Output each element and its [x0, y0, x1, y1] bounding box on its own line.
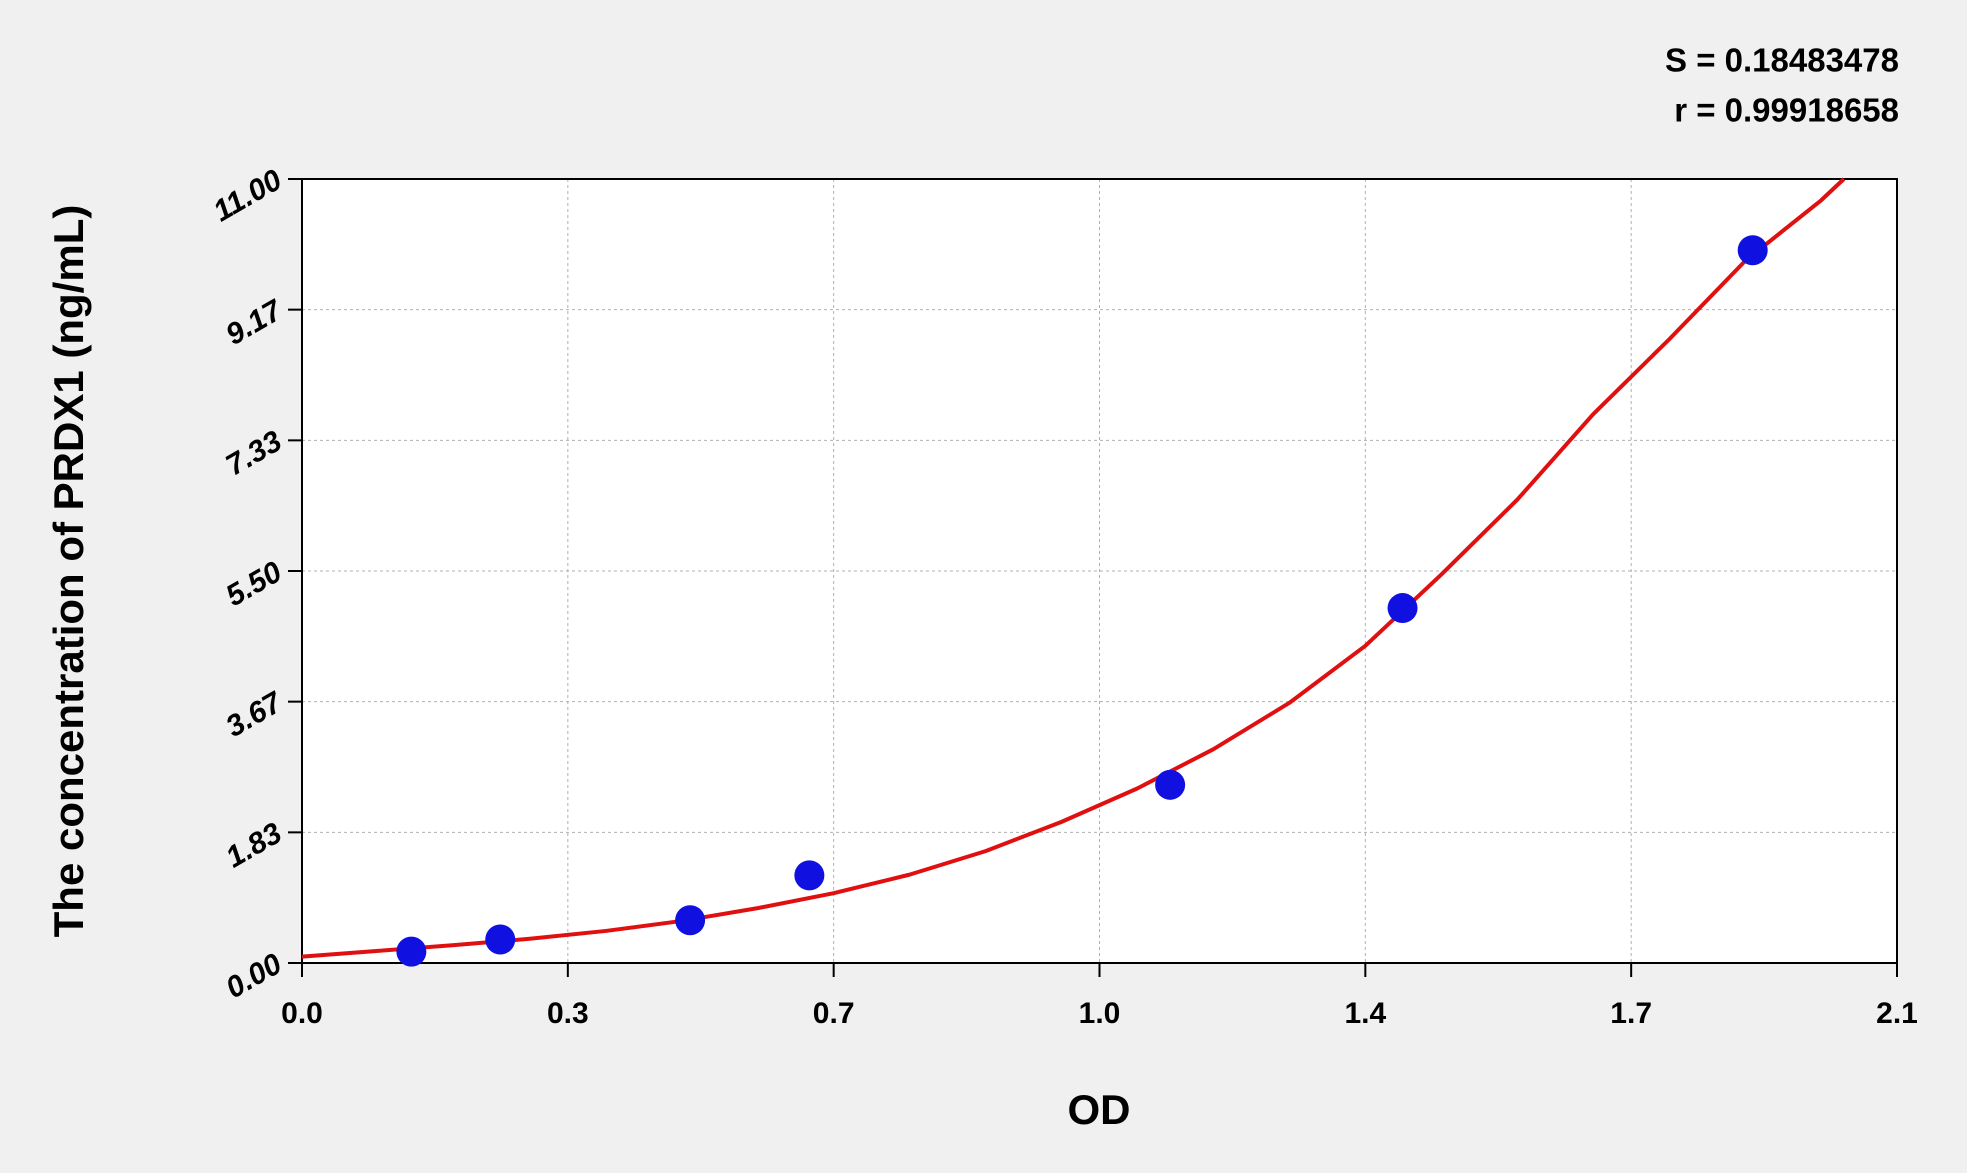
- y-tick-label: 5.50: [220, 555, 287, 613]
- x-tick-label: 2.1: [1876, 997, 1918, 1030]
- data-point: [1387, 593, 1418, 624]
- y-axis-title: The concentration of PRDX1 (ng/mL): [45, 205, 92, 938]
- annotation: r = 0.99918658: [1674, 92, 1899, 129]
- data-point: [1737, 235, 1768, 266]
- y-tick-label: 11.00: [208, 163, 288, 228]
- data-point: [1155, 769, 1186, 800]
- y-tick-label: 7.33: [220, 425, 287, 483]
- fit-curve: [301, 177, 1846, 959]
- y-tick-label: 9.17: [220, 293, 288, 351]
- x-tick-label: 1.7: [1610, 997, 1652, 1030]
- data-point: [396, 936, 427, 967]
- data-point: [794, 860, 825, 891]
- x-tick-label: 0.7: [813, 997, 855, 1030]
- plot-frame: [301, 178, 1898, 964]
- x-tick-label: 1.0: [1079, 997, 1121, 1030]
- x-tick-label: 0.3: [547, 997, 589, 1030]
- x-tick-label: 1.4: [1344, 997, 1386, 1030]
- y-tick-label: 0.00: [220, 947, 287, 1005]
- x-axis-title: OD: [1068, 1086, 1131, 1133]
- y-tick-label: 1.83: [220, 817, 287, 875]
- y-tick-label: 3.67: [220, 685, 288, 743]
- x-tick-label: 0.0: [281, 997, 323, 1030]
- data-point: [485, 924, 516, 955]
- annotation: S = 0.18483478: [1665, 42, 1899, 79]
- data-point: [675, 905, 706, 936]
